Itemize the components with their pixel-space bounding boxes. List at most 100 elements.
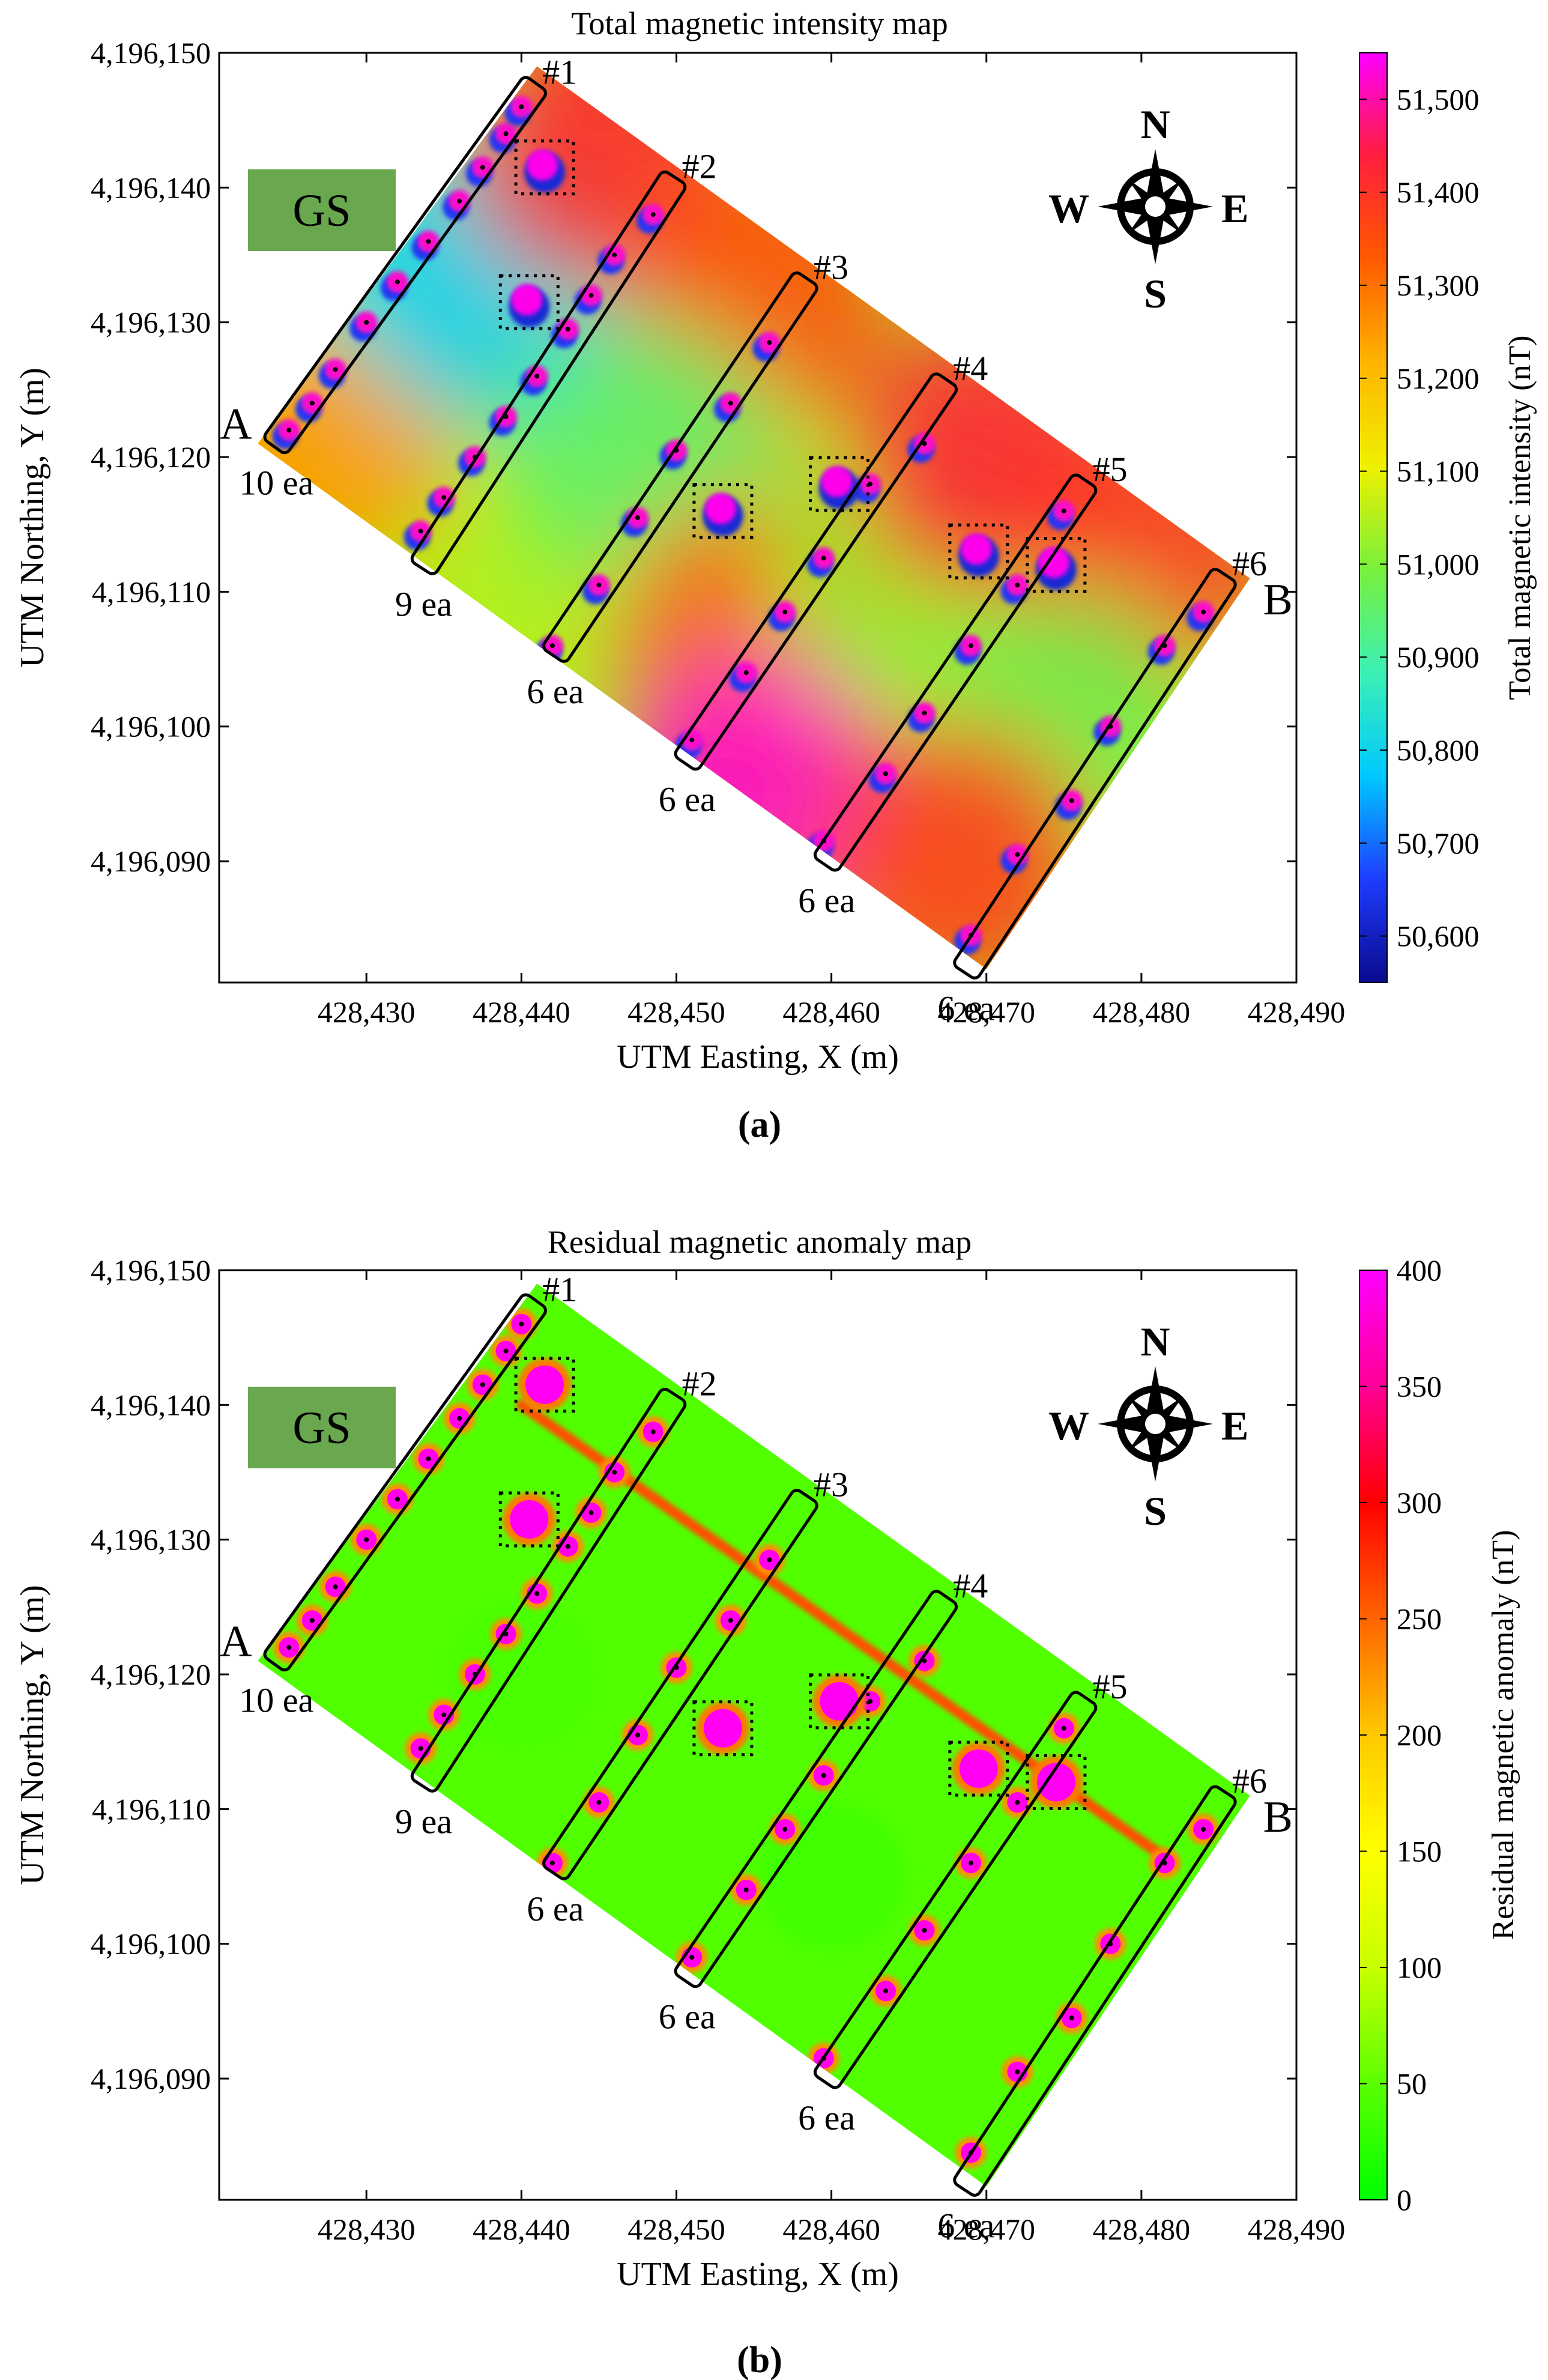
target-point xyxy=(650,212,656,217)
target-point xyxy=(534,1591,540,1596)
target-point xyxy=(728,401,733,406)
target-point xyxy=(635,1733,640,1737)
anomaly-line-box xyxy=(410,1387,687,1793)
compass-west-label: W xyxy=(1048,1403,1089,1449)
y-tick-label: 4,196,150 xyxy=(91,36,211,70)
target-point xyxy=(1061,508,1066,513)
colorbar-tick-label: 50,700 xyxy=(1397,826,1480,860)
panel-label: (a) xyxy=(738,1104,781,1145)
target-point xyxy=(503,131,509,136)
dotted-target-box xyxy=(809,1673,870,1730)
line-id-label: #4 xyxy=(953,349,988,388)
line-count-label: 6 ea xyxy=(937,2206,994,2245)
target-point xyxy=(767,1557,772,1563)
y-tick-label: 4,196,140 xyxy=(91,1388,211,1422)
target-point xyxy=(549,1861,555,1866)
target-point xyxy=(333,367,338,372)
target-point xyxy=(650,1429,656,1435)
target-point xyxy=(503,1348,509,1354)
colorbar-tick-label: 51,400 xyxy=(1397,175,1480,209)
target-point xyxy=(534,374,540,379)
line-id-label: #2 xyxy=(682,147,717,186)
compass-east-label: E xyxy=(1221,186,1248,231)
y-axis-label: UTM Northing, Y (m) xyxy=(14,1585,51,1885)
survey-annotations: #1 10 ea #2 9 ea #3 6 ea #4 6 ea #5 6 ea #6 6 ea A B G… xyxy=(220,52,1293,1028)
x-tick-label: 428,430 xyxy=(318,995,416,1029)
target-point xyxy=(743,670,749,675)
anomaly-core xyxy=(959,1749,998,1788)
colorbar-label: Residual magnetic anomaly (nT) xyxy=(1486,1530,1520,1940)
chart-title: Total magnetic intensity map xyxy=(571,5,948,41)
plot-frame xyxy=(218,1269,1298,2201)
colorbar: 50,600 50,700 50,800 50,900 51,000 51,100 51,2… xyxy=(1359,52,1537,983)
x-axis-label: UTM Easting, X (m) xyxy=(617,1038,899,1076)
anomaly-line-box xyxy=(813,473,1098,872)
panel-a: Total magnetic intensity map 428,430 428,… xyxy=(14,5,1537,1145)
anomaly-line-box xyxy=(542,271,818,663)
target-point xyxy=(418,528,423,534)
colorbar-tick-label: 300 xyxy=(1397,1486,1442,1519)
colorbar-tick-label: 350 xyxy=(1397,1370,1442,1403)
colorbar: 0 50 100 150 200 250 300 350 400 Residual magnet… xyxy=(1359,1253,1520,2217)
colorbar-tick-label: 50 xyxy=(1397,2067,1427,2101)
colorbar-tick-label: 250 xyxy=(1397,1602,1442,1636)
anomaly-line-box xyxy=(263,1293,547,1672)
line-count-label: 6 ea xyxy=(527,672,584,711)
target-point xyxy=(588,292,594,298)
line-count-label: 6 ea xyxy=(659,1997,716,2036)
y-tick-label: 4,196,100 xyxy=(91,710,211,743)
colorbar-tick-label: 400 xyxy=(1397,1253,1442,1287)
colorbar-tick-label: 150 xyxy=(1397,1835,1442,1868)
compass-icon xyxy=(1098,149,1213,264)
anomaly-high xyxy=(1038,547,1069,578)
line-count-label: 9 ea xyxy=(395,584,452,623)
target-point xyxy=(565,326,570,332)
y-tick-label: 4,196,140 xyxy=(91,171,211,204)
line-count-label: 9 ea xyxy=(395,1802,452,1841)
line-count-label: 6 ea xyxy=(527,1889,584,1928)
target-point xyxy=(821,1773,826,1778)
target-point xyxy=(883,1988,888,1994)
colorbar-tick-label: 0 xyxy=(1397,2183,1412,2217)
anomaly-core xyxy=(1036,1763,1075,1802)
anomaly-high xyxy=(511,284,543,316)
compass-north-label: N xyxy=(1140,1319,1170,1364)
x-tick-label: 428,460 xyxy=(782,995,880,1029)
target-point xyxy=(1015,1800,1020,1805)
anomaly-line-box xyxy=(674,1590,958,1988)
target-point xyxy=(441,1712,447,1718)
target-point xyxy=(922,710,927,716)
dotted-target-box xyxy=(514,1357,575,1413)
panel-b: Residual magnetic anomaly map 428,430 428… xyxy=(14,1224,1520,2380)
compass-south-label: S xyxy=(1144,1488,1167,1534)
y-axis: 4,196,090 4,196,100 4,196,110 4,196,120 4,19… xyxy=(91,1253,1296,2095)
anomaly-high xyxy=(821,465,853,497)
colorbar-tick-label: 200 xyxy=(1397,1718,1442,1752)
target-point xyxy=(767,340,772,345)
target-point xyxy=(418,1746,423,1751)
colorbar-gradient xyxy=(1359,52,1388,983)
x-tick-label: 428,440 xyxy=(473,2212,570,2246)
compass-icon xyxy=(1098,1366,1213,1482)
x-tick-label: 428,470 xyxy=(937,995,1035,1029)
profile-endpoint-label: A xyxy=(220,1617,252,1667)
y-tick-label: 4,196,100 xyxy=(91,1927,211,1961)
line-id-label: #6 xyxy=(1232,1761,1267,1800)
target-point xyxy=(728,1618,733,1623)
target-point xyxy=(968,1861,973,1866)
line-id-label: #5 xyxy=(1093,450,1128,489)
target-point xyxy=(519,104,524,109)
survey-annotations: #1 10 ea #2 9 ea #3 6 ea #4 6 ea #5 6 ea #6 6 ea A B G… xyxy=(220,1270,1293,2245)
field-sample xyxy=(991,1871,1136,2016)
target-point xyxy=(309,401,315,406)
dotted-target-box xyxy=(514,139,575,196)
x-tick-label: 428,450 xyxy=(627,2212,725,2246)
line-id-label: #6 xyxy=(1232,544,1267,583)
target-point xyxy=(457,198,462,204)
profile-endpoint-label: A xyxy=(220,400,252,449)
y-tick-label: 4,196,130 xyxy=(91,306,211,339)
y-axis-label: UTM Northing, Y (m) xyxy=(14,368,51,668)
anomaly-high xyxy=(960,533,992,565)
y-tick-label: 4,196,090 xyxy=(91,2062,211,2095)
panel-label: (b) xyxy=(737,2340,782,2380)
